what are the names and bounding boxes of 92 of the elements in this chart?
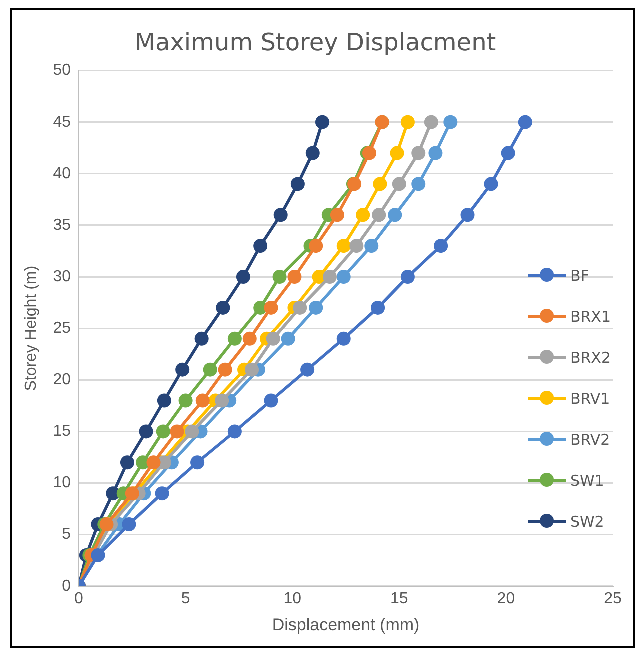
point — [288, 270, 302, 284]
y-tick-label: 20 — [53, 372, 72, 389]
point — [194, 332, 209, 346]
point — [157, 394, 172, 408]
point — [236, 270, 250, 284]
x-axis-title: Displacement (mm) — [272, 615, 420, 634]
point — [216, 300, 230, 315]
point — [293, 300, 308, 315]
point — [228, 424, 242, 439]
point — [170, 424, 184, 439]
point — [274, 208, 288, 222]
point — [228, 332, 242, 346]
point — [215, 394, 230, 408]
point — [264, 300, 278, 315]
point — [178, 394, 193, 408]
point — [371, 300, 386, 315]
x-tick-label: 15 — [390, 590, 408, 608]
point — [501, 146, 516, 160]
point — [364, 239, 379, 254]
point — [322, 270, 337, 284]
legend-label: BRX2 — [570, 348, 611, 366]
point — [266, 332, 280, 346]
point — [176, 362, 190, 377]
x-tick-label: 20 — [497, 590, 516, 608]
y-tick-label: 15 — [53, 423, 72, 440]
point — [309, 300, 324, 315]
y-tick-label: 0 — [62, 578, 72, 595]
point — [218, 362, 232, 377]
point — [245, 362, 260, 377]
point — [155, 486, 170, 501]
legend-label: SW1 — [570, 472, 604, 490]
point — [424, 115, 438, 130]
point — [388, 208, 402, 222]
point — [122, 518, 136, 532]
point — [390, 146, 404, 160]
point — [460, 208, 475, 222]
point — [316, 115, 330, 130]
point — [484, 177, 498, 192]
point — [444, 115, 458, 130]
y-tick-label: 5 — [62, 526, 72, 544]
x-tick-label: 10 — [284, 590, 302, 608]
chart-title: Maximum Storey Displacment — [134, 28, 496, 57]
point — [518, 115, 532, 130]
point — [372, 208, 386, 222]
point — [412, 146, 426, 160]
y-tick-label: 30 — [53, 268, 72, 286]
point — [412, 177, 426, 192]
point — [336, 239, 351, 254]
point — [203, 362, 218, 377]
point — [400, 270, 415, 284]
point — [125, 486, 140, 501]
y-tick-label: 10 — [53, 474, 72, 492]
point — [336, 270, 351, 284]
point — [306, 146, 320, 160]
y-tick-label: 50 — [53, 62, 72, 80]
point — [272, 270, 287, 284]
y-tick-label: 35 — [53, 216, 72, 234]
legend-label: BRX1 — [570, 308, 611, 326]
legend-label: BF — [570, 266, 590, 284]
legend-label: BRV1 — [570, 390, 610, 408]
point — [356, 208, 370, 222]
point — [139, 424, 154, 439]
point — [185, 424, 200, 439]
point — [264, 394, 278, 408]
point — [350, 239, 364, 254]
point — [392, 177, 406, 192]
point — [290, 177, 305, 192]
x-tick-label: 5 — [181, 590, 190, 608]
point — [336, 332, 351, 346]
x-tick-label: 0 — [74, 590, 84, 608]
x-tick-label: 25 — [604, 590, 622, 608]
y-tick-label: 45 — [53, 114, 72, 131]
point — [330, 208, 344, 222]
point — [373, 177, 388, 192]
point — [146, 456, 161, 470]
point — [434, 239, 448, 254]
y-axis-title: Storey Height (m) — [23, 266, 40, 392]
point — [309, 239, 324, 254]
point — [242, 332, 257, 346]
point — [254, 239, 268, 254]
point — [190, 456, 205, 470]
y-tick-label: 40 — [53, 165, 72, 182]
point — [281, 332, 296, 346]
legend-label: BRV2 — [570, 430, 610, 448]
y-tick-label: 25 — [53, 320, 72, 338]
point — [400, 115, 415, 130]
point — [196, 394, 210, 408]
point — [428, 146, 443, 160]
point — [156, 424, 170, 439]
point — [120, 456, 134, 470]
legend-label: SW2 — [570, 512, 604, 530]
point — [300, 362, 315, 377]
